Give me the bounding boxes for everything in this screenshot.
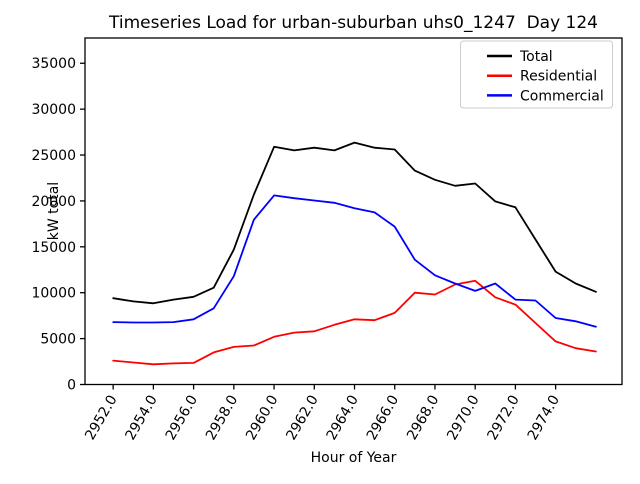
y-tick-label: 25000 (31, 148, 76, 164)
x-tick-label: 2970.0 (444, 393, 482, 443)
legend: Total Residential Commercial (460, 40, 613, 109)
series-line-commercial (112, 194, 597, 328)
legend-item-total: Total (519, 49, 553, 65)
y-tick-label: 15000 (31, 240, 76, 256)
series-line-total (112, 141, 597, 305)
x-tick-label: 2966.0 (364, 393, 402, 443)
y-tick-label: 20000 (31, 194, 76, 210)
x-tick-label: 2968.0 (404, 393, 442, 443)
series-layer (112, 141, 597, 366)
x-tick-label: 2954.0 (122, 393, 160, 443)
y-tick-label: 30000 (31, 102, 76, 118)
plot-spines (84, 37, 623, 386)
x-tick-label: 2964.0 (324, 393, 362, 443)
y-tick-label: 10000 (31, 286, 76, 302)
x-tick-label: 2962.0 (283, 393, 321, 443)
x-tick-label: 2956.0 (163, 393, 201, 443)
y-tick-label: 35000 (31, 56, 76, 72)
legend-box (460, 40, 613, 109)
chart-title: Timeseries Load for urban-suburban uhs0_… (108, 13, 598, 33)
legend-item-commercial: Commercial (520, 88, 604, 104)
x-tick-label: 2972.0 (485, 393, 523, 443)
x-tick-label: 2952.0 (82, 393, 120, 443)
x-tick-label: 2974.0 (525, 393, 563, 443)
x-tick-label: 2960.0 (243, 393, 281, 443)
y-tick-label: 5000 (40, 332, 76, 348)
x-axis-label: Hour of Year (311, 450, 397, 466)
y-axis-label: kW total (46, 182, 62, 240)
legend-item-residential: Residential (520, 69, 597, 85)
series-line-residential (112, 279, 597, 366)
y-tick-label: 0 (67, 378, 76, 394)
x-tick-label: 2958.0 (203, 393, 241, 443)
